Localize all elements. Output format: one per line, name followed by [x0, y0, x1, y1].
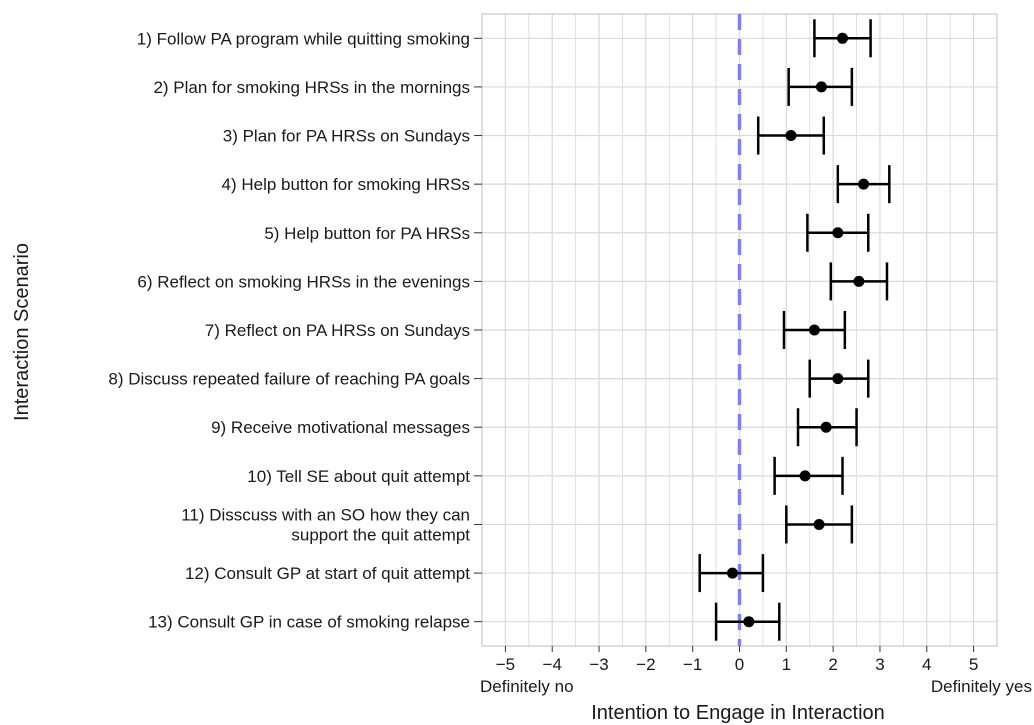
error-bar-row	[813, 19, 872, 58]
scenario-label: 4) Help button for smoking HRSs	[222, 175, 471, 194]
x-axis-end-label-left: Definitely no	[480, 677, 574, 696]
scenario-label: 7) Reflect on PA HRSs on Sundays	[205, 321, 470, 340]
error-bar-row	[773, 456, 844, 495]
error-bar-row	[796, 408, 858, 447]
point-estimate	[813, 518, 825, 530]
scenario-label: 2) Plan for smoking HRSs in the mornings	[153, 78, 470, 97]
scenario-label: 13) Consult GP in case of smoking relaps…	[148, 613, 470, 632]
point-estimate	[837, 32, 848, 44]
x-tick-label: −1	[683, 655, 702, 674]
x-tick-label: 1	[782, 655, 791, 674]
point-estimate	[799, 470, 811, 482]
x-tick-label: 3	[875, 655, 884, 674]
x-tick-label: −2	[636, 655, 655, 674]
error-bar-row	[787, 67, 854, 106]
error-bar-row	[756, 116, 826, 155]
point-estimate	[743, 616, 755, 628]
point-estimate	[832, 227, 844, 239]
x-axis-end-label-right: Definitely yes	[931, 677, 1032, 696]
point-estimate	[853, 275, 865, 287]
y-axis-title: Interaction Scenario	[11, 243, 33, 421]
point-estimate	[785, 130, 797, 142]
error-bar-row	[806, 213, 870, 252]
scenario-label: 8) Discuss repeated failure of reaching …	[108, 370, 470, 389]
scenario-label: 5) Help button for PA HRSs	[264, 224, 470, 243]
x-axis-ticks: −5 −4 −3 −2 −1 0 1 2 3 4 5	[496, 646, 978, 674]
point-estimate	[820, 421, 832, 433]
x-tick-label: −3	[589, 655, 608, 674]
scenario-label: 3) Plan for PA HRSs on Sundays	[223, 127, 470, 146]
scenario-label: 6) Reflect on smoking HRSs in the evenin…	[137, 272, 470, 291]
x-tick-label: 2	[828, 655, 837, 674]
x-tick-label: −5	[496, 655, 515, 674]
x-tick-label: 4	[922, 655, 931, 674]
point-estimate	[858, 178, 870, 190]
point-estimate	[726, 567, 738, 579]
scenario-label: 11) Disscuss with an SO how they can	[181, 505, 470, 524]
x-tick-label: 0	[735, 655, 744, 674]
point-estimate	[832, 373, 844, 385]
error-bar-row	[698, 554, 765, 593]
error-bar-row	[782, 311, 847, 349]
x-tick-label: −4	[543, 655, 562, 674]
error-bar-series	[698, 19, 891, 641]
error-bar-row	[785, 505, 854, 544]
scenario-labels: 1) Follow PA program while quitting smok…	[108, 29, 482, 632]
x-axis-title: Intention to Engage in Interaction	[591, 702, 885, 724]
scenario-label: 10) Tell SE about quit attempt	[247, 467, 470, 486]
plot-panel	[481, 13, 998, 647]
x-tick-label: 5	[969, 655, 978, 674]
error-bar-row	[808, 359, 870, 398]
point-estimate	[808, 324, 820, 336]
scenario-label: 1) Follow PA program while quitting smok…	[137, 29, 470, 48]
scenario-label: 9) Receive motivational messages	[211, 418, 470, 437]
error-bar-row	[836, 165, 891, 204]
scenario-label: support the quit attempt	[291, 525, 470, 544]
scenario-label: 12) Consult GP at start of quit attempt	[185, 564, 470, 583]
point-estimate	[815, 81, 827, 93]
error-bar-row	[829, 262, 889, 301]
error-bar-row	[714, 602, 781, 641]
